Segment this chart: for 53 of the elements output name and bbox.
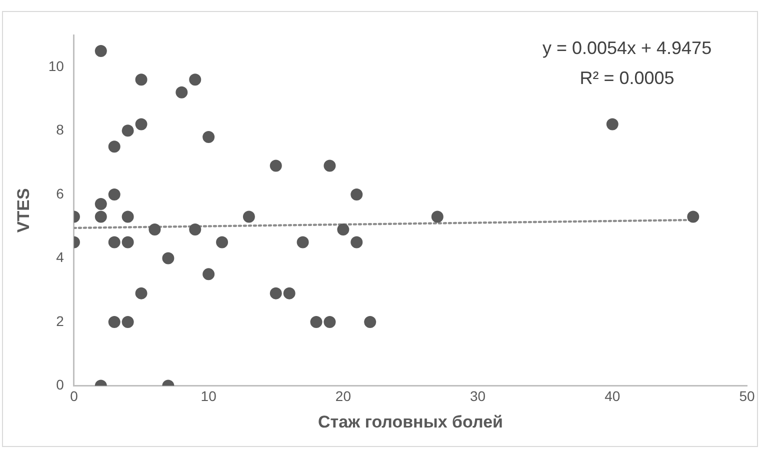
point <box>687 210 700 223</box>
point <box>135 118 148 130</box>
y-tick-label: 10 <box>48 58 64 74</box>
point <box>324 316 336 328</box>
point <box>216 236 228 248</box>
point <box>122 316 134 328</box>
point <box>189 74 202 86</box>
point <box>162 252 174 264</box>
point <box>122 124 134 137</box>
point <box>431 210 444 223</box>
y-tick-label: 4 <box>56 249 64 266</box>
point <box>310 316 322 328</box>
y-axis-title: VTES <box>14 188 33 233</box>
point <box>324 160 336 172</box>
point <box>122 210 134 223</box>
point <box>135 74 148 86</box>
point <box>296 236 309 248</box>
y-tick-label: 8 <box>56 122 64 138</box>
point <box>189 224 202 236</box>
point <box>135 287 148 300</box>
point <box>270 287 282 300</box>
point <box>176 86 188 98</box>
point <box>270 160 282 172</box>
point <box>202 268 215 280</box>
point <box>94 198 107 210</box>
point <box>108 188 120 200</box>
y-tick-label: 6 <box>56 185 64 202</box>
y-tick-label: 0 <box>56 376 64 393</box>
x-tick-label: 20 <box>335 388 352 404</box>
point <box>364 316 376 328</box>
x-axis-title: Стаж головных болей <box>318 412 503 432</box>
point <box>94 44 107 57</box>
annotation: R² = 0.0005 <box>580 68 674 88</box>
point <box>283 287 296 300</box>
point <box>108 316 120 328</box>
y-tick-label: 2 <box>56 312 64 329</box>
point <box>242 210 255 223</box>
point <box>122 236 134 248</box>
point <box>148 224 161 236</box>
point <box>108 140 120 153</box>
x-tick-label: 40 <box>604 388 620 404</box>
point <box>350 188 363 200</box>
point <box>606 118 618 130</box>
point <box>202 131 215 144</box>
point <box>350 236 363 248</box>
point <box>108 236 120 248</box>
x-tick-label: 50 <box>739 388 755 404</box>
x-tick-label: 30 <box>470 388 486 404</box>
point <box>337 224 350 236</box>
point <box>94 210 107 223</box>
annotation: y = 0.0054x + 4.9475 <box>542 38 712 58</box>
x-tick-label: 0 <box>70 388 78 404</box>
x-tick-label: 10 <box>200 388 217 404</box>
